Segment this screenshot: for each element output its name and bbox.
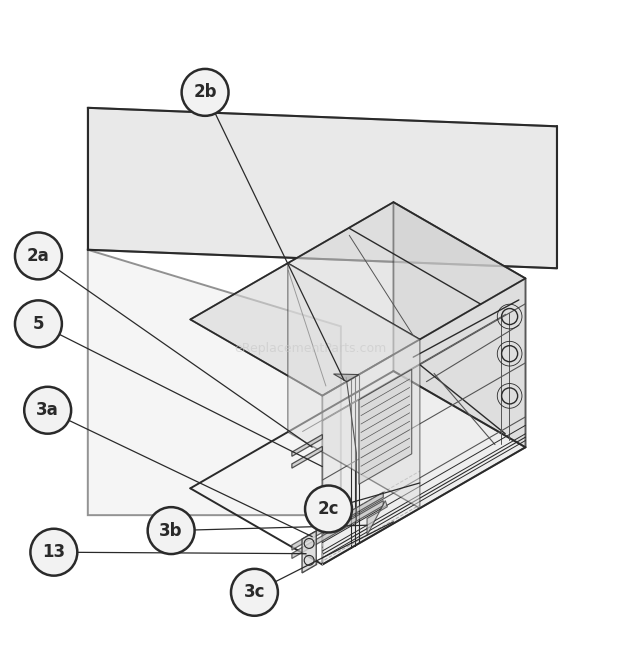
Circle shape [182,69,229,116]
Circle shape [15,300,62,347]
Polygon shape [394,202,526,447]
Text: 3c: 3c [244,583,265,601]
Circle shape [24,387,71,434]
Circle shape [305,486,352,533]
Polygon shape [302,531,316,573]
Text: 2b: 2b [193,83,217,102]
Polygon shape [292,446,322,468]
Text: eReplacementParts.com: eReplacementParts.com [234,342,386,355]
Polygon shape [334,374,359,381]
Polygon shape [88,249,341,515]
Polygon shape [288,263,420,508]
Text: 3a: 3a [37,401,59,419]
Polygon shape [88,108,557,268]
Polygon shape [292,492,383,550]
Text: 2c: 2c [318,500,339,518]
Polygon shape [292,434,322,456]
Text: 5: 5 [33,315,44,333]
Circle shape [30,529,78,576]
Polygon shape [190,202,526,396]
Circle shape [148,507,195,554]
Polygon shape [359,370,412,484]
Circle shape [15,232,62,279]
Polygon shape [322,279,526,564]
Polygon shape [367,500,388,535]
Text: 2a: 2a [27,247,50,265]
Circle shape [231,569,278,616]
Text: 3b: 3b [159,521,183,540]
Text: 13: 13 [42,543,66,561]
Polygon shape [292,501,383,558]
